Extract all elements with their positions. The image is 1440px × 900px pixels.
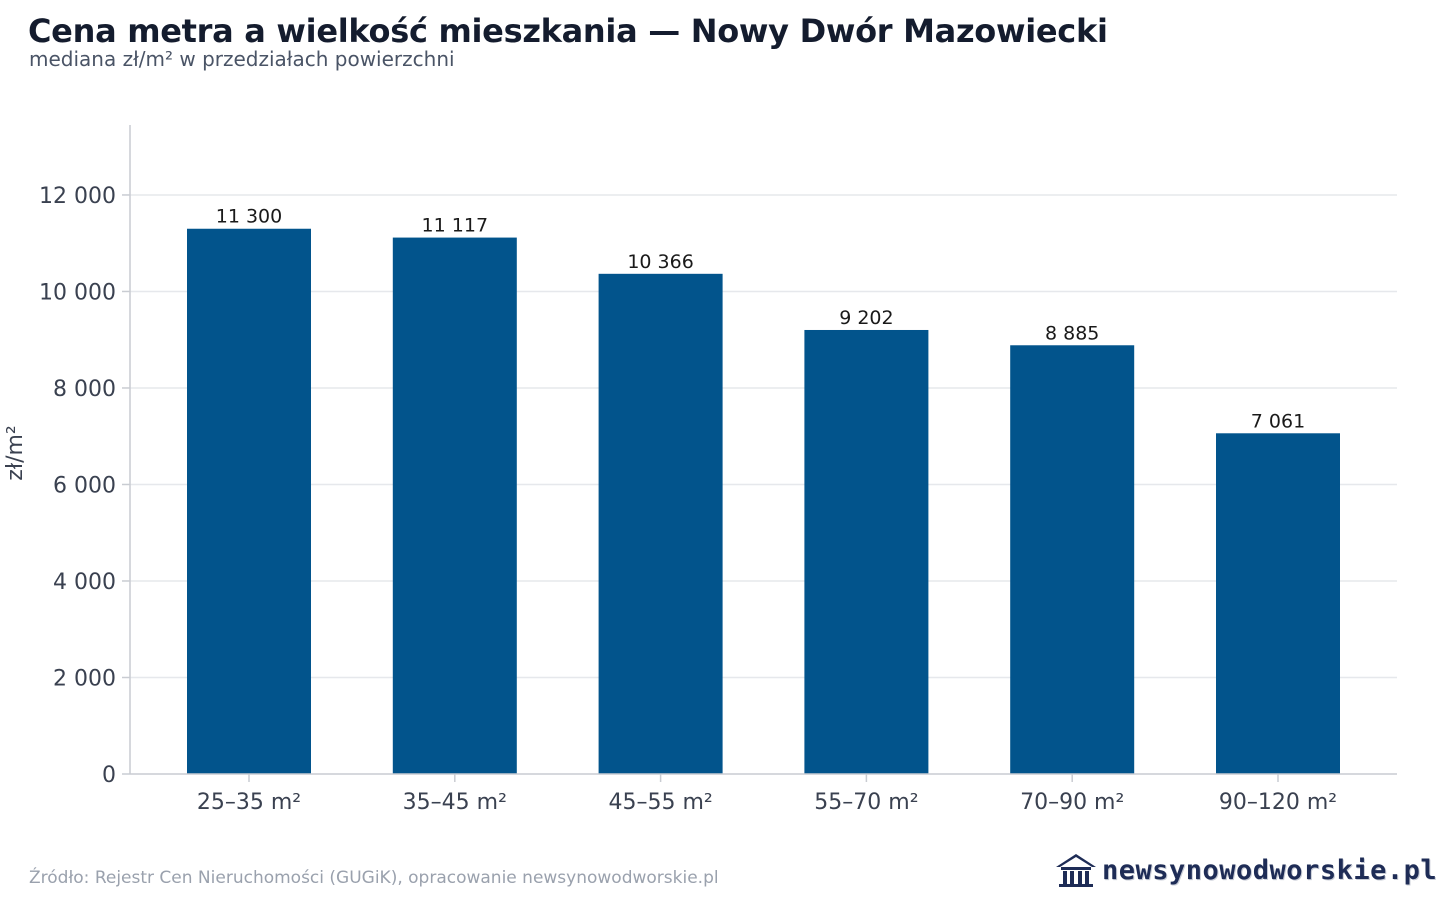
data-label: 8 885 <box>1045 322 1099 344</box>
x-tick-label: 35–45 m² <box>403 790 507 815</box>
y-axis-label: zł/m² <box>3 425 28 480</box>
bar <box>598 273 723 774</box>
chart-title: Cena metra a wielkość mieszkania — Nowy … <box>28 12 1108 50</box>
y-tick-label: 6 000 <box>53 473 116 498</box>
bar <box>392 237 517 775</box>
y-tick-label: 8 000 <box>53 377 116 402</box>
x-tick-label: 90–120 m² <box>1219 790 1337 815</box>
bar <box>1216 433 1340 774</box>
house-icon <box>1056 854 1096 887</box>
data-labels: 11 300 11 117 10 366 9 202 8 885 7 061 <box>216 206 1305 433</box>
axes: 0 2 000 4 000 6 000 8 000 10 000 12 000 25–35 m… <box>39 125 1397 815</box>
y-tick-label: 10 000 <box>39 280 116 305</box>
bar <box>1010 345 1135 774</box>
grid-lines <box>130 194 1397 679</box>
y-tick-label: 2 000 <box>53 666 116 691</box>
y-tick-label: 12 000 <box>39 184 116 209</box>
brand-text: newsynowodworskie.pl <box>1102 854 1438 886</box>
x-tick-label: 45–55 m² <box>608 790 712 815</box>
x-tick-label: 25–35 m² <box>197 790 301 815</box>
brand-logo: newsynowodworskie.pl <box>1054 852 1437 888</box>
y-tick-label: 4 000 <box>53 570 116 595</box>
source-note: Źródło: Rejestr Cen Nieruchomości (GUGiK… <box>29 868 719 888</box>
bar <box>804 329 929 774</box>
data-label: 9 202 <box>839 307 893 329</box>
bar <box>187 228 311 774</box>
chart-subtitle: mediana zł/m² w przedziałach powierzchni <box>29 47 455 71</box>
y-tick-label: 0 <box>102 763 116 788</box>
data-label: 11 300 <box>216 206 282 228</box>
bars <box>187 228 1340 775</box>
data-label: 7 061 <box>1251 410 1305 432</box>
x-tick-label: 70–90 m² <box>1020 790 1124 815</box>
x-tick-label: 55–70 m² <box>814 790 918 815</box>
data-label: 10 366 <box>627 251 693 273</box>
data-label: 11 117 <box>422 215 488 237</box>
